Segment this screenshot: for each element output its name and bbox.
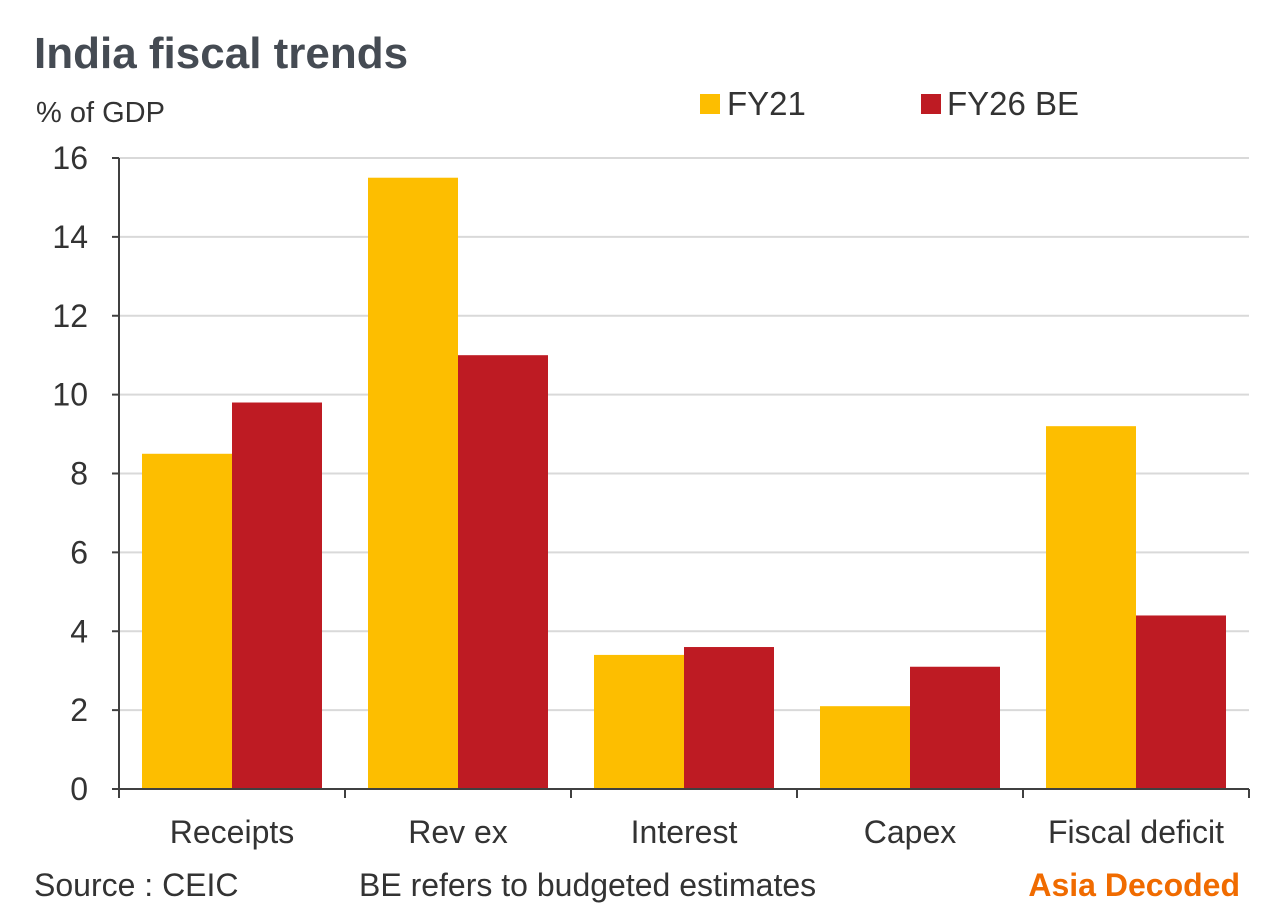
y-tick-label: 10 (52, 377, 88, 413)
x-category-label: Capex (864, 814, 957, 850)
axes (112, 157, 1250, 798)
y-axis-ticks: 0 2 4 6 8 10 12 14 16 (52, 140, 88, 807)
bar-fy21 (1046, 426, 1136, 789)
x-category-label: Rev ex (408, 814, 508, 850)
y-tick-label: 16 (52, 140, 88, 176)
legend-label-fy21: FY21 (727, 85, 806, 122)
y-tick-label: 0 (70, 771, 88, 807)
bar-fy21 (594, 654, 684, 789)
bar-fy26-be (910, 666, 1000, 789)
y-axis-unit-label: % of GDP (36, 97, 165, 129)
y-tick-label: 6 (70, 534, 88, 570)
bar-fy21 (368, 177, 458, 789)
x-category-label: Interest (631, 814, 738, 850)
x-axis-categories: Receipts Rev ex Interest Capex Fiscal defici… (170, 814, 1224, 850)
bar-fy26-be (458, 355, 548, 789)
legend-swatch-fy26-be (921, 94, 941, 114)
y-tick-label: 14 (52, 219, 88, 255)
budget-estimate-note: BE refers to budgeted estimates (359, 867, 816, 903)
bar-fy21 (142, 453, 232, 789)
legend-label-fy26-be: FY26 BE (947, 85, 1079, 122)
chart-title: India fiscal trends (34, 29, 408, 78)
source-note: Source : CEIC (34, 867, 239, 903)
bars (142, 177, 1226, 789)
legend: FY21 FY26 BE (700, 85, 1079, 122)
legend-swatch-fy21 (700, 94, 720, 114)
x-category-label: Fiscal deficit (1048, 814, 1224, 850)
y-tick-label: 2 (70, 692, 88, 728)
bar-fy26-be (684, 647, 774, 789)
y-tick-label: 8 (70, 456, 88, 492)
x-category-label: Receipts (170, 814, 295, 850)
y-tick-label: 4 (70, 613, 88, 649)
y-tick-label: 12 (52, 298, 88, 334)
bar-fy26-be (232, 402, 322, 789)
bar-fy21 (820, 706, 910, 789)
brand-label: Asia Decoded (1028, 867, 1240, 903)
bar-fy26-be (1136, 615, 1226, 789)
